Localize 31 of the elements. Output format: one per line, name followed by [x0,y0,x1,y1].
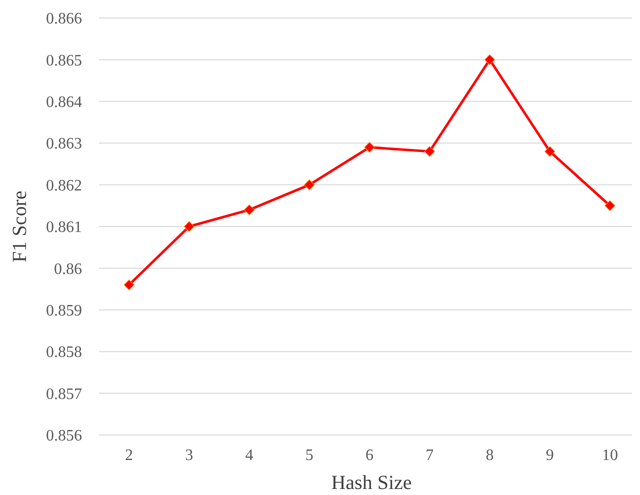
y-tick-label: 0.86 [54,260,82,278]
y-tick-label: 0.857 [46,386,82,403]
x-tick-label: 10 [602,447,618,464]
y-tick-label: 0.863 [46,136,82,153]
x-tick-label: 8 [486,447,494,464]
y-tick-label: 0.864 [46,94,82,111]
x-tick-label: 9 [546,447,554,464]
y-axis-title: F1 Score [9,190,31,262]
y-tick-label: 0.862 [46,177,82,194]
x-axis-title: Hash Size [331,472,412,494]
point [364,142,375,153]
y-tick-label: 0.861 [46,219,82,236]
x-tick-label: 7 [426,447,434,464]
point [604,200,616,211]
y-tick-label: 0.858 [46,344,82,362]
y-tick-label: 0.865 [46,52,82,70]
x-tick-label: 6 [366,447,374,464]
point [244,204,255,216]
x-tick-label: 4 [245,447,254,464]
point [544,146,556,157]
y-tick-label: 0.866 [46,10,82,28]
x-tick-label: 2 [125,447,134,464]
point [124,280,134,290]
y-tick-label: 0.856 [46,428,82,445]
x-tick-label: 3 [185,447,194,464]
point [424,146,435,157]
point [484,54,496,65]
point [184,221,194,232]
y-tick-label: 0.859 [46,302,82,320]
x-tick-label: 5 [305,447,314,464]
point [304,180,315,190]
